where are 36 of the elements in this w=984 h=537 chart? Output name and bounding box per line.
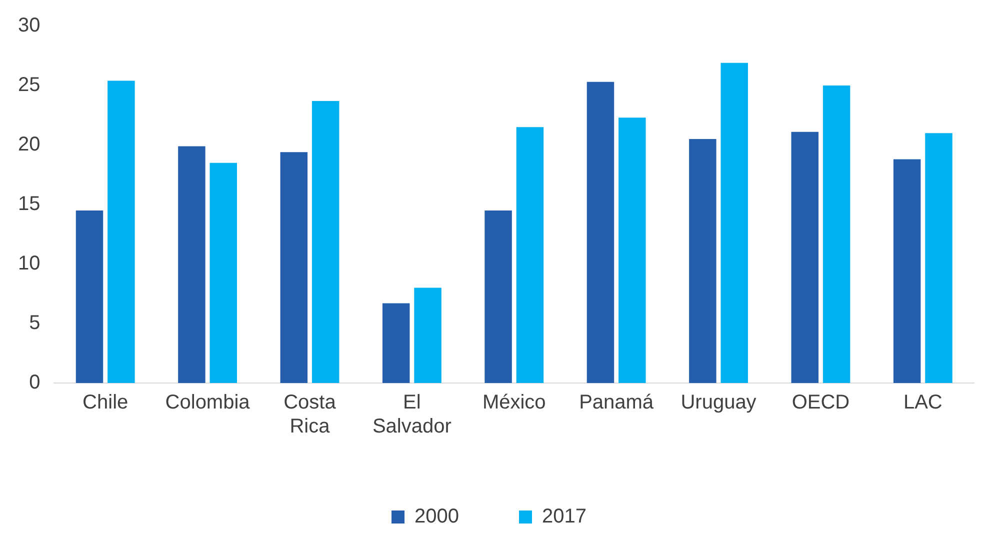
y-tick-label: 30 [18, 14, 40, 37]
bar [312, 100, 340, 383]
x-tick-label: LAC [903, 392, 942, 414]
x-tick-label: Uruguay [680, 392, 756, 414]
legend-label: 2000 [414, 506, 460, 528]
x-tick-label: El Salvador [372, 392, 452, 438]
bar [108, 80, 135, 383]
bar [618, 118, 646, 383]
bar [76, 210, 104, 383]
bar [280, 152, 308, 383]
x-tick-label: OECD [792, 392, 850, 414]
bar [414, 288, 442, 383]
bar [822, 86, 850, 383]
bar [586, 82, 614, 383]
y-tick-label: 15 [18, 193, 40, 216]
bar [689, 139, 716, 383]
y-tick-label: 10 [18, 252, 40, 275]
bar [720, 62, 748, 383]
bar [210, 162, 237, 383]
y-tick-label: 5 [29, 312, 40, 334]
bar [178, 146, 206, 383]
bar [925, 133, 952, 383]
bar [893, 159, 921, 383]
bar [791, 132, 818, 383]
bar [516, 127, 544, 383]
bar [382, 303, 410, 383]
x-tick-label: México [482, 392, 546, 414]
x-tick-label: Costa Rica [284, 392, 337, 438]
x-tick-label: Panamá [579, 392, 654, 414]
x-tick-label: Chile [82, 392, 128, 414]
x-tick-label: Colombia [165, 392, 251, 414]
y-tick-label: 25 [18, 74, 40, 96]
bar [484, 210, 512, 383]
y-tick-label: 20 [18, 134, 40, 156]
legend-label: 2017 [542, 506, 586, 528]
y-tick-label: 0 [29, 372, 40, 394]
